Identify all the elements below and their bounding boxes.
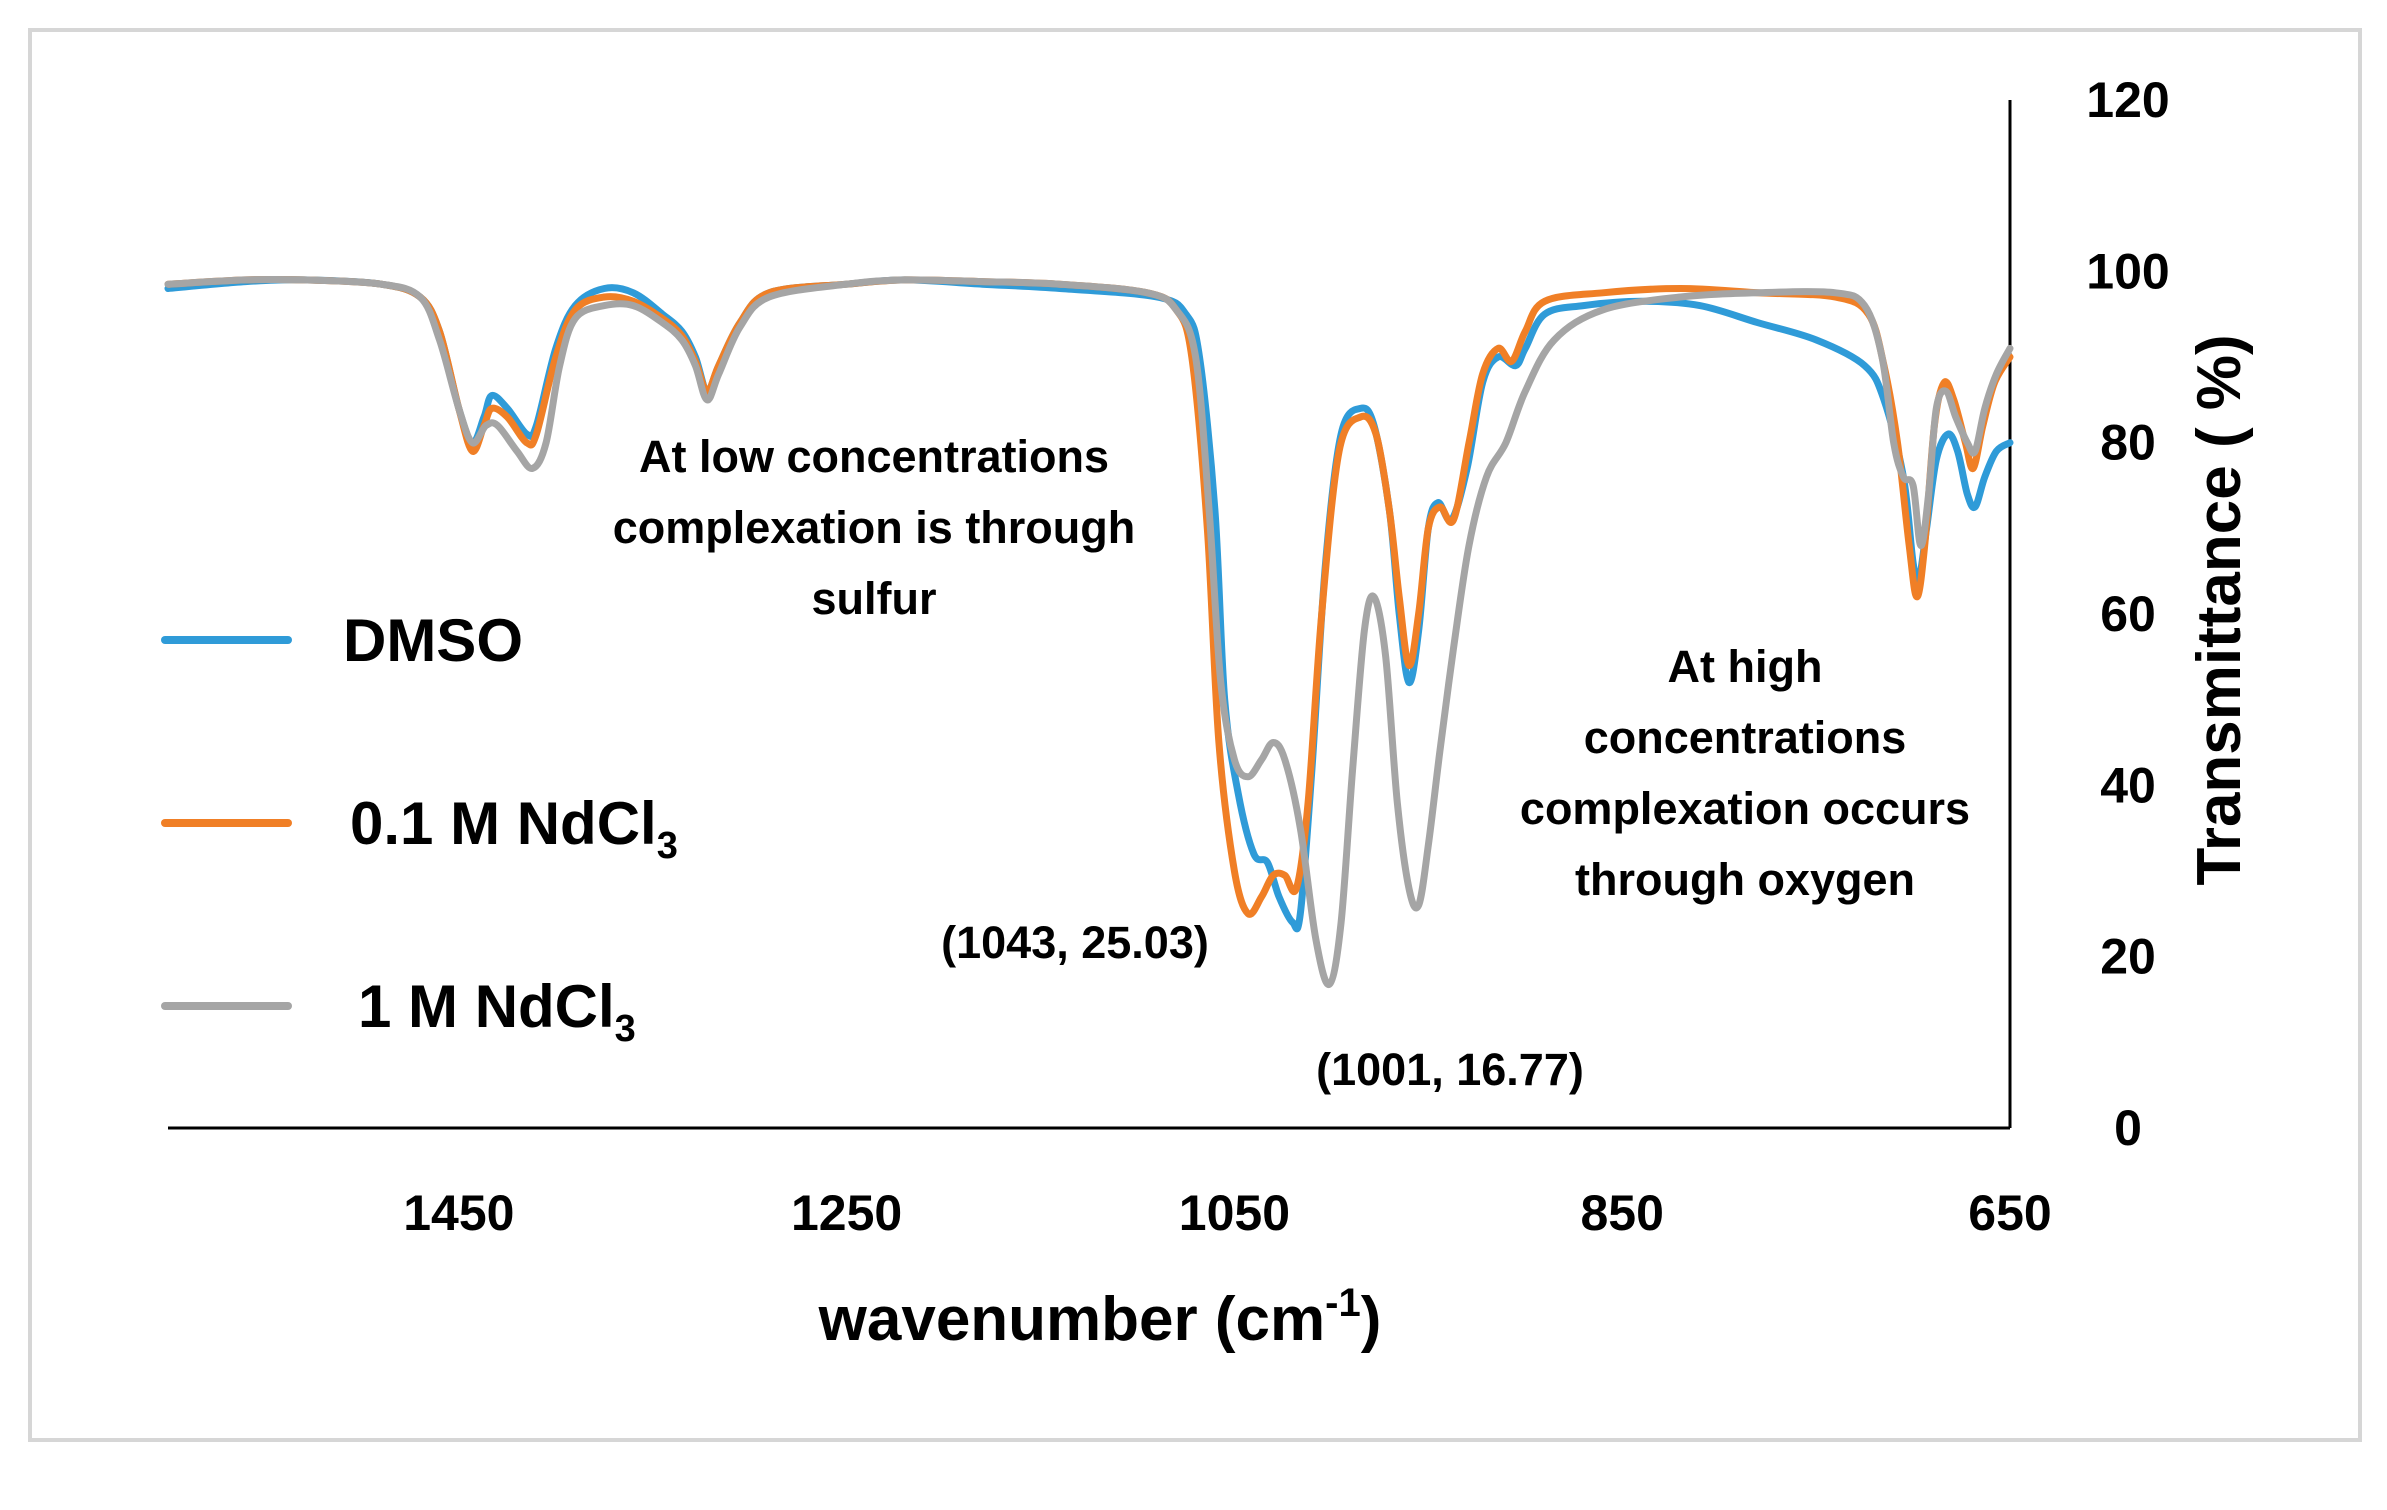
- annotation-low-line-1: At low concentrations: [639, 431, 1109, 482]
- series-line-1-m-ndcl3: [164, 275, 2014, 988]
- legend-item-dmso: DMSO: [161, 607, 523, 674]
- annotation-high-line-2: concentrations: [1584, 712, 1907, 763]
- annotation-low-concentration: At low concentrations complexation is th…: [613, 431, 1136, 624]
- y-tick-label-0: 0: [2114, 1100, 2142, 1156]
- x-tick-label-1450: 1450: [403, 1185, 514, 1241]
- x-tick-label-1250: 1250: [791, 1185, 902, 1241]
- peak-label-gray: (1001, 16.77): [1316, 1044, 1584, 1095]
- annotation-high-line-4: through oxygen: [1575, 854, 1915, 905]
- legend-label: DMSO: [343, 607, 523, 674]
- y-axis-title: Transmittance ( %): [2185, 334, 2254, 885]
- y-tick-label-20: 20: [2100, 929, 2156, 985]
- y-tick-label-60: 60: [2100, 586, 2156, 642]
- annotation-low-line-3: sulfur: [811, 573, 936, 624]
- series-lines: [164, 275, 2014, 988]
- annotation-high-line-3: complexation occurs: [1520, 783, 1970, 834]
- axes: [168, 100, 2012, 1130]
- legend-item-1-m-ndcl3: 1 M NdCl3: [161, 973, 636, 1050]
- annotation-high-concentration: At high concentrations complexation occu…: [1520, 641, 1970, 905]
- x-tick-label-1050: 1050: [1179, 1185, 1290, 1241]
- annotation-high-line-1: At high: [1668, 641, 1823, 692]
- peak-label-orange: (1043, 25.03): [941, 917, 1209, 968]
- legend-label: 0.1 M NdCl3: [350, 790, 678, 867]
- y-tick-label-100: 100: [2086, 243, 2169, 299]
- chart-frame: [28, 28, 2362, 1442]
- x-axis-title: wavenumber (cm-1): [818, 1281, 1382, 1354]
- annotation-low-line-2: complexation is through: [613, 502, 1136, 553]
- x-tick-labels: 1450 1250 1050 850 650: [403, 1185, 2051, 1241]
- y-tick-label-40: 40: [2100, 757, 2156, 813]
- y-tick-labels: 0 20 40 60 80 100 120: [2086, 72, 2169, 1156]
- y-tick-label-120: 120: [2086, 72, 2169, 128]
- legend-item-0-1-m-ndcl3: 0.1 M NdCl3: [161, 790, 678, 867]
- y-tick-label-80: 80: [2100, 415, 2156, 471]
- x-tick-label-650: 650: [1968, 1185, 2051, 1241]
- legend: DMSO 0.1 M NdCl3 1 M NdCl3: [161, 607, 678, 1050]
- legend-label: 1 M NdCl3: [358, 973, 636, 1050]
- x-tick-label-850: 850: [1580, 1185, 1663, 1241]
